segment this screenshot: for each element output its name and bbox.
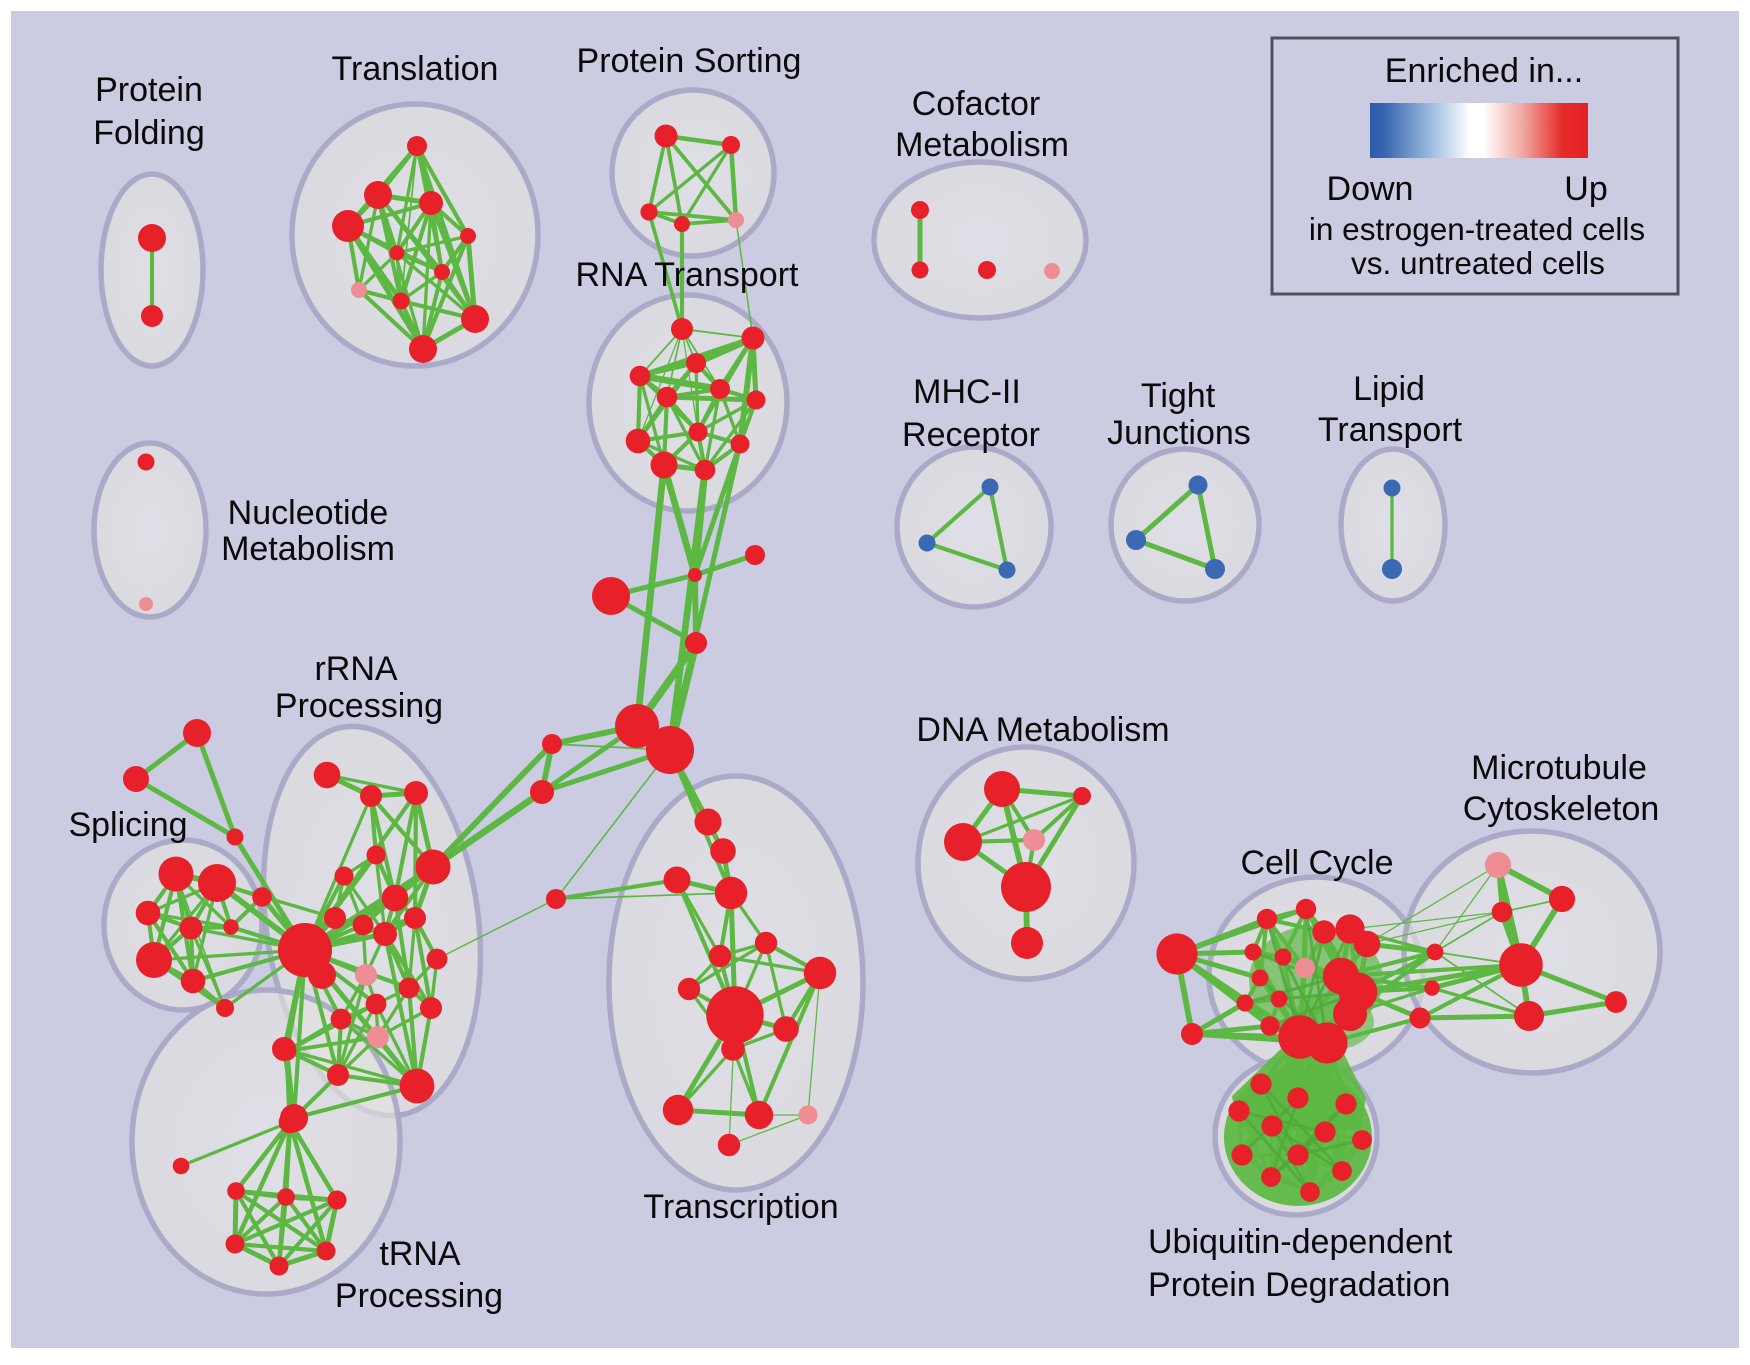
svg-text:Enriched in...: Enriched in...	[1385, 52, 1583, 90]
svg-text:MHC-II: MHC-II	[913, 373, 1021, 411]
svg-text:Nucleotide: Nucleotide	[228, 494, 389, 532]
svg-text:RNA Transport: RNA Transport	[576, 256, 800, 294]
svg-text:tRNA: tRNA	[379, 1235, 461, 1273]
svg-text:Protein Degradation: Protein Degradation	[1148, 1266, 1450, 1304]
svg-text:Folding: Folding	[93, 114, 205, 152]
svg-text:in estrogen-treated cells: in estrogen-treated cells	[1309, 211, 1645, 247]
svg-text:Cell Cycle: Cell Cycle	[1240, 844, 1393, 882]
svg-text:Transport: Transport	[1318, 411, 1463, 449]
svg-text:Processing: Processing	[275, 687, 443, 725]
svg-text:Cofactor: Cofactor	[912, 85, 1041, 123]
svg-text:Cytoskeleton: Cytoskeleton	[1463, 790, 1660, 828]
svg-text:Processing: Processing	[335, 1277, 503, 1315]
svg-text:Down: Down	[1327, 170, 1414, 208]
svg-text:Up: Up	[1564, 170, 1607, 208]
svg-text:Protein: Protein	[95, 71, 203, 109]
svg-text:Splicing: Splicing	[68, 806, 187, 844]
svg-text:Microtubule: Microtubule	[1471, 749, 1647, 787]
svg-text:Metabolism: Metabolism	[221, 530, 395, 568]
svg-text:Tight: Tight	[1141, 377, 1216, 415]
svg-text:Protein Sorting: Protein Sorting	[577, 42, 802, 80]
svg-text:Receptor: Receptor	[902, 416, 1040, 454]
svg-text:Lipid: Lipid	[1353, 370, 1425, 408]
svg-text:rRNA: rRNA	[314, 650, 397, 688]
svg-text:Junctions: Junctions	[1107, 414, 1251, 452]
svg-text:Ubiquitin-dependent: Ubiquitin-dependent	[1148, 1223, 1453, 1261]
svg-text:DNA Metabolism: DNA Metabolism	[916, 711, 1169, 749]
svg-text:Translation: Translation	[332, 50, 499, 88]
svg-text:vs. untreated cells: vs. untreated cells	[1351, 245, 1605, 281]
svg-text:Transcription: Transcription	[643, 1188, 838, 1226]
svg-text:Metabolism: Metabolism	[895, 126, 1069, 164]
